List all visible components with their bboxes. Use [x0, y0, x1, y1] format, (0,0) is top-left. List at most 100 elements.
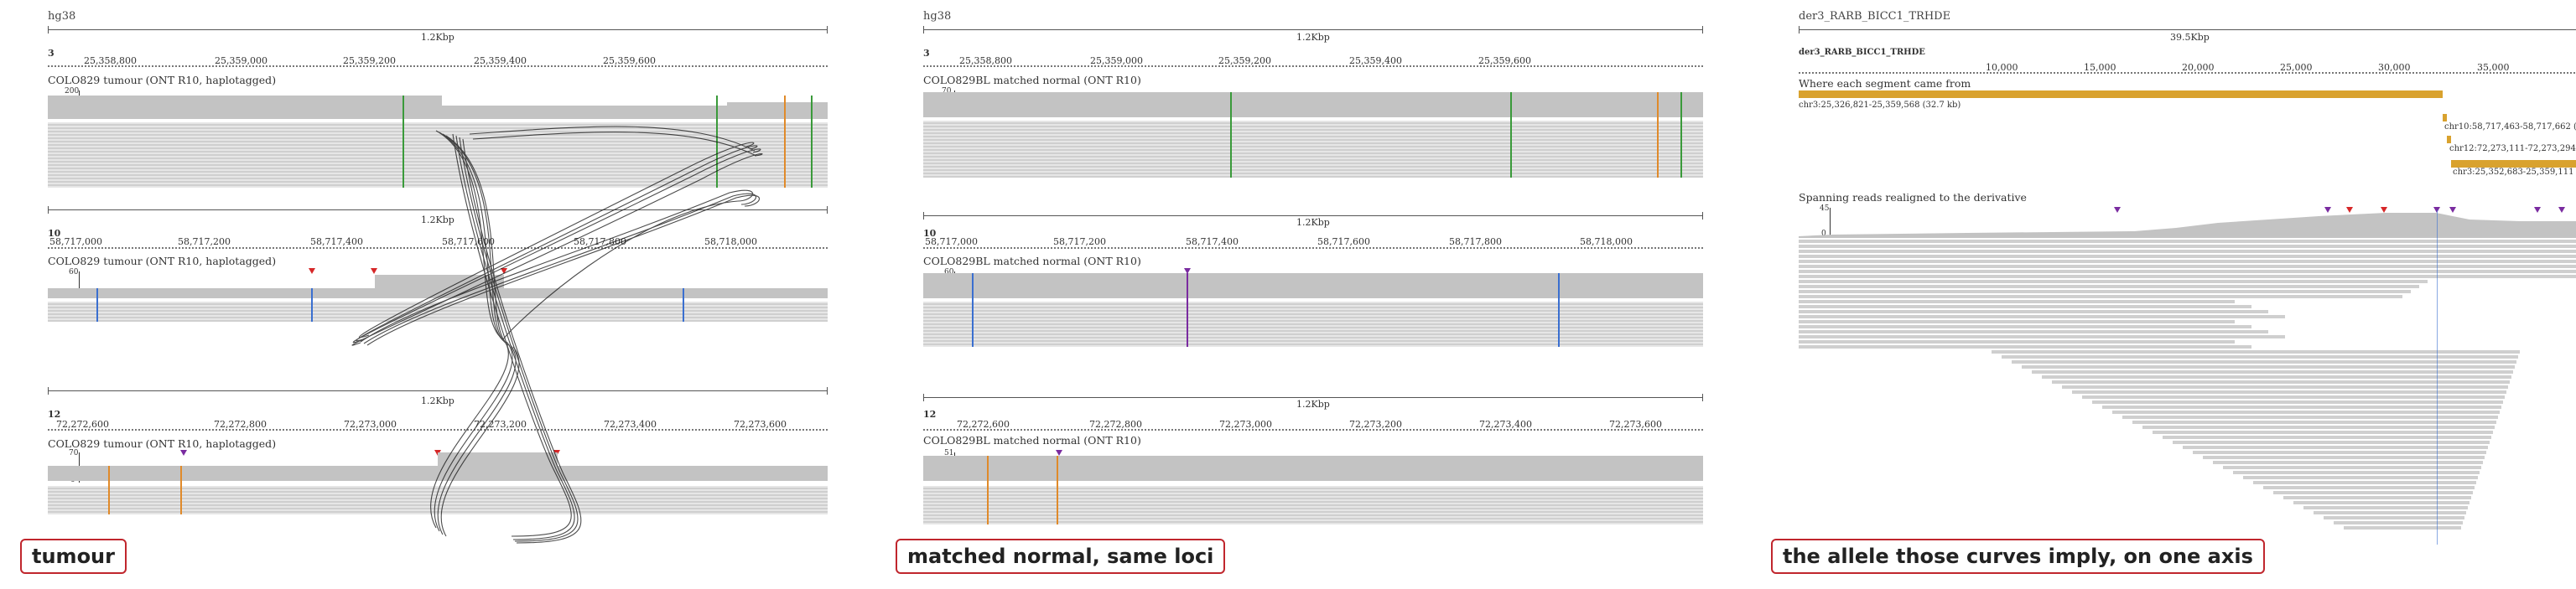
aligned-read	[1799, 300, 2235, 303]
read-pileup	[923, 121, 1703, 178]
read-pileup	[48, 486, 828, 514]
aligned-read	[1799, 245, 2576, 248]
panel-caption: the allele those curves imply, on one ax…	[1771, 539, 2265, 574]
track-label: COLO829BL matched normal (ONT R10)	[923, 255, 1141, 267]
position-tick: 58,717,200	[178, 236, 231, 247]
position-tick: 25,358,800	[959, 55, 1012, 66]
mismatch-marker	[1230, 92, 1232, 178]
chromosome-label: 3	[48, 48, 55, 59]
region-span-label: 1.2Kbp	[421, 32, 454, 43]
coverage-profile	[1799, 207, 2576, 238]
genome-label: hg38	[48, 10, 76, 23]
aligned-read	[2072, 390, 2506, 394]
aligned-read	[2142, 426, 2495, 429]
aligned-read	[1799, 240, 2576, 243]
position-tick: 72,273,000	[1219, 419, 1272, 430]
position-tick: 20,000	[2182, 62, 2215, 73]
aligned-read	[1799, 305, 2251, 308]
segment-label: chr3:25,352,683-25,359,111 (6.4	[2453, 168, 2576, 177]
aligned-read	[1992, 350, 2520, 354]
aligned-read	[2314, 511, 2466, 514]
chromosome-label: 3	[923, 48, 930, 59]
position-ruler	[48, 247, 828, 251]
mismatch-marker	[96, 288, 98, 322]
position-tick: 58,717,000	[925, 236, 978, 247]
aligned-read	[2213, 461, 2483, 464]
genome-label: der3_RARB_BICC1_TRHDE	[1799, 10, 1951, 23]
position-ruler	[1799, 72, 2576, 75]
position-tick: 25,359,600	[1478, 55, 1531, 66]
position-tick: 35,000	[2477, 62, 2510, 73]
aligned-read	[2163, 436, 2491, 439]
aligned-read	[2012, 360, 2516, 364]
region-span-label: 39.5Kbp	[2170, 32, 2210, 43]
position-tick: 58,717,400	[1186, 236, 1239, 247]
region-span-label: 1.2Kbp	[1296, 32, 1330, 43]
coverage-max: 45	[1820, 204, 1830, 213]
aligned-read	[1799, 340, 2235, 344]
track-label: COLO829BL matched normal (ONT R10)	[923, 434, 1141, 447]
mismatch-marker	[1187, 273, 1188, 347]
aligned-read	[2293, 501, 2470, 504]
read-pileup	[48, 302, 828, 322]
region-span-label: 1.2Kbp	[1296, 399, 1330, 410]
breakpoint-marker	[309, 268, 315, 274]
coverage-max: 60	[69, 268, 79, 276]
region-span-label: 1.2Kbp	[1296, 217, 1330, 228]
aligned-read	[2092, 400, 2503, 404]
position-tick: 25,358,800	[84, 55, 137, 66]
aligned-read	[1799, 310, 2268, 313]
position-tick: 25,359,600	[603, 55, 656, 66]
region-span-ruler	[48, 26, 828, 34]
aligned-read	[2253, 481, 2476, 484]
position-tick: 72,273,400	[1479, 419, 1532, 430]
coverage-track	[923, 456, 1703, 481]
tumour-panel: hg38 1.2Kbp 3 25,358,800 25,359,000 25,3…	[20, 0, 836, 589]
coverage-track	[48, 96, 442, 119]
position-tick: 72,272,600	[56, 419, 109, 430]
aligned-read	[2193, 451, 2486, 454]
panel-caption: tumour	[20, 539, 127, 574]
position-tick: 58,717,400	[310, 236, 363, 247]
position-ruler	[923, 429, 1703, 432]
position-tick: 72,273,200	[474, 419, 527, 430]
position-tick: 25,359,200	[343, 55, 396, 66]
track-label: COLO829 tumour (ONT R10, haplotagged)	[48, 255, 277, 267]
breakpoint-marker	[1184, 268, 1191, 274]
position-tick: 72,272,800	[1089, 419, 1142, 430]
position-tick: 58,717,200	[1053, 236, 1106, 247]
aligned-read	[2052, 380, 2510, 384]
position-ruler	[48, 429, 828, 432]
derivative-panel: der3_RARB_BICC1_TRHDE 39.5Kbp der3_RARB_…	[1771, 0, 2576, 589]
aligned-read	[2122, 416, 2498, 419]
aligned-read	[1799, 285, 2419, 288]
mismatch-marker	[1558, 273, 1560, 347]
coverage-track	[923, 273, 1703, 298]
aligned-read	[1799, 290, 2411, 293]
position-tick: 72,273,400	[604, 419, 657, 430]
aligned-read	[2334, 521, 2463, 524]
segment-label: chr12:72,273,111-72,273,294 (18	[2449, 144, 2576, 153]
aligned-read	[1799, 260, 2576, 263]
aligned-read	[1799, 270, 2576, 273]
chromosome-label: 10	[923, 228, 937, 239]
matched-normal-panel: hg38 1.2Kbp 3 25,358,800 25,359,000 25,3…	[896, 0, 1711, 589]
coverage-max: 70	[69, 449, 79, 457]
track-label: COLO829BL matched normal (ONT R10)	[923, 74, 1141, 86]
region-span-ruler	[1799, 26, 2576, 34]
position-tick: 15,000	[2084, 62, 2116, 73]
region-span-ruler	[48, 206, 828, 214]
coverage-track	[442, 106, 727, 119]
coverage-max: 60	[944, 268, 954, 276]
position-tick: 72,273,200	[1349, 419, 1402, 430]
mismatch-marker	[987, 456, 989, 524]
aligned-read	[1799, 265, 2576, 268]
mismatch-marker	[1680, 92, 1682, 178]
read-pileup	[923, 486, 1703, 524]
position-tick: 25,359,400	[1349, 55, 1402, 66]
position-tick: 72,273,600	[734, 419, 787, 430]
position-tick: 72,273,600	[1609, 419, 1662, 430]
mismatch-marker	[180, 466, 182, 514]
segment-label: chr10:58,717,463-58,717,662 (199	[2444, 122, 2576, 132]
coverage-axis	[79, 271, 80, 297]
